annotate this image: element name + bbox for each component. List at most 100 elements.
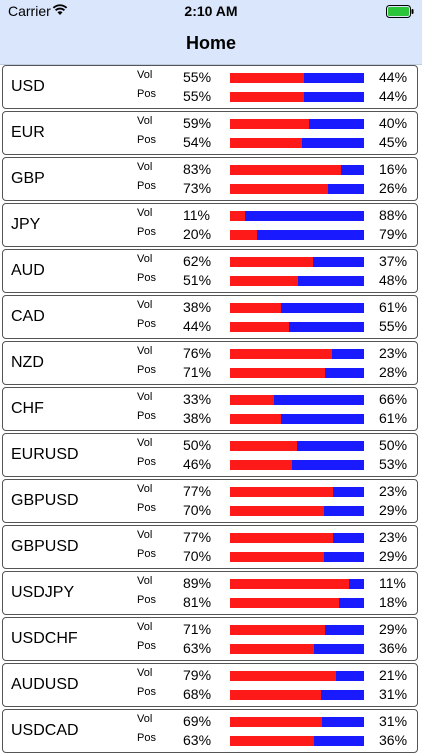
vol-ratio-bar <box>230 119 364 129</box>
pos-long-percent: 46% <box>183 456 212 472</box>
pos-label: Pos <box>137 732 156 744</box>
currency-row[interactable]: EURUSD Vol 50% 50% Pos 46% 53% <box>2 433 418 477</box>
currency-row[interactable]: USD Vol 55% 44% Pos 55% 44% <box>2 65 418 109</box>
currency-row[interactable]: AUD Vol 62% 37% Pos 51% 48% <box>2 249 418 293</box>
pos-ratio-bar <box>230 736 364 746</box>
pos-ratio-bar-fill <box>230 138 303 148</box>
vol-short-percent: 61% <box>379 299 408 315</box>
vol-short-percent: 23% <box>379 345 408 361</box>
vol-ratio-bar-fill <box>230 395 275 405</box>
pair-name: CAD <box>11 308 45 325</box>
vol-label: Vol <box>137 713 153 725</box>
vol-ratio-bar-fill <box>230 349 332 359</box>
pos-ratio-bar-fill <box>230 598 339 608</box>
currency-row[interactable]: NZD Vol 76% 23% Pos 71% 28% <box>2 341 418 385</box>
vol-label: Vol <box>137 253 153 265</box>
pair-name: JPY <box>11 216 41 233</box>
vol-ratio-bar <box>230 671 364 681</box>
pair-name: USDCHF <box>11 630 78 647</box>
vol-ratio-bar <box>230 625 364 635</box>
pair-name: EURUSD <box>11 446 79 463</box>
pos-long-percent: 63% <box>183 732 212 748</box>
vol-long-percent: 77% <box>183 529 212 545</box>
pos-label: Pos <box>137 180 156 192</box>
pair-name: GBPUSD <box>11 538 79 555</box>
pos-short-percent: 36% <box>379 640 408 656</box>
pos-ratio-bar-fill <box>230 736 315 746</box>
vol-label: Vol <box>137 391 153 403</box>
pos-ratio-bar <box>230 552 364 562</box>
vol-ratio-bar <box>230 441 364 451</box>
pair-name: GBPUSD <box>11 492 79 509</box>
pair-name: USDCAD <box>11 722 79 739</box>
pos-ratio-bar <box>230 138 364 148</box>
vol-long-percent: 89% <box>183 575 212 591</box>
pos-long-percent: 55% <box>183 88 212 104</box>
pos-ratio-bar-fill <box>230 414 281 424</box>
pos-short-percent: 61% <box>379 410 408 426</box>
currency-row[interactable]: GBPUSD Vol 77% 23% Pos 70% 29% <box>2 479 418 523</box>
pos-long-percent: 51% <box>183 272 212 288</box>
pos-label: Pos <box>137 456 156 468</box>
vol-ratio-bar-fill <box>230 211 245 221</box>
vol-short-percent: 11% <box>379 575 406 591</box>
vol-label: Vol <box>137 575 153 587</box>
pos-long-percent: 81% <box>183 594 212 610</box>
vol-ratio-bar-fill <box>230 257 314 267</box>
currency-row[interactable]: JPY Vol 11% 88% Pos 20% 79% <box>2 203 418 247</box>
vol-long-percent: 33% <box>183 391 212 407</box>
pos-ratio-bar-fill <box>230 368 326 378</box>
vol-ratio-bar-fill <box>230 441 297 451</box>
pos-label: Pos <box>137 594 156 606</box>
pos-label: Pos <box>137 548 156 560</box>
pair-name: EUR <box>11 124 45 141</box>
pos-label: Pos <box>137 686 156 698</box>
vol-short-percent: 31% <box>379 713 408 729</box>
vol-ratio-bar <box>230 73 364 83</box>
vol-short-percent: 50% <box>379 437 408 453</box>
currency-row[interactable]: GBP Vol 83% 16% Pos 73% 26% <box>2 157 418 201</box>
pos-ratio-bar-fill <box>230 92 304 102</box>
pos-long-percent: 63% <box>183 640 212 656</box>
pos-ratio-bar <box>230 644 364 654</box>
vol-label: Vol <box>137 483 153 495</box>
currency-row[interactable]: AUDUSD Vol 79% 21% Pos 68% 31% <box>2 663 418 707</box>
currency-row[interactable]: USDJPY Vol 89% 11% Pos 81% 18% <box>2 571 418 615</box>
pair-name: USDJPY <box>11 584 75 601</box>
vol-label: Vol <box>137 667 153 679</box>
currency-row[interactable]: USDCAD Vol 69% 31% Pos 63% 36% <box>2 709 418 753</box>
pos-label: Pos <box>137 364 156 376</box>
vol-short-percent: 40% <box>379 115 408 131</box>
currency-row[interactable]: CHF Vol 33% 66% Pos 38% 61% <box>2 387 418 431</box>
pos-ratio-bar <box>230 414 364 424</box>
vol-label: Vol <box>137 529 153 541</box>
pos-short-percent: 28% <box>379 364 408 380</box>
vol-ratio-bar-fill <box>230 625 326 635</box>
currency-row[interactable]: GBPUSD Vol 77% 23% Pos 70% 29% <box>2 525 418 569</box>
pos-short-percent: 29% <box>379 548 408 564</box>
pos-ratio-bar <box>230 230 364 240</box>
pos-ratio-bar <box>230 276 364 286</box>
pair-name: CHF <box>11 400 44 417</box>
vol-long-percent: 38% <box>183 299 212 315</box>
vol-ratio-bar-fill <box>230 533 334 543</box>
vol-ratio-bar <box>230 211 364 221</box>
vol-long-percent: 69% <box>183 713 212 729</box>
vol-ratio-bar-fill <box>230 165 342 175</box>
currency-row[interactable]: CAD Vol 38% 61% Pos 44% 55% <box>2 295 418 339</box>
pos-label: Pos <box>137 502 156 514</box>
pos-ratio-bar <box>230 598 364 608</box>
vol-long-percent: 11% <box>183 207 210 223</box>
vol-label: Vol <box>137 69 153 81</box>
vol-ratio-bar <box>230 303 364 313</box>
pos-long-percent: 68% <box>183 686 212 702</box>
pos-short-percent: 36% <box>379 732 408 748</box>
pos-ratio-bar <box>230 322 364 332</box>
pos-short-percent: 55% <box>379 318 408 334</box>
currency-row[interactable]: EUR Vol 59% 40% Pos 54% 45% <box>2 111 418 155</box>
carrier-label: Carrier <box>8 3 51 19</box>
currency-row[interactable]: USDCHF Vol 71% 29% Pos 63% 36% <box>2 617 418 661</box>
pos-label: Pos <box>137 318 156 330</box>
pos-short-percent: 53% <box>379 456 408 472</box>
pos-short-percent: 44% <box>379 88 408 104</box>
